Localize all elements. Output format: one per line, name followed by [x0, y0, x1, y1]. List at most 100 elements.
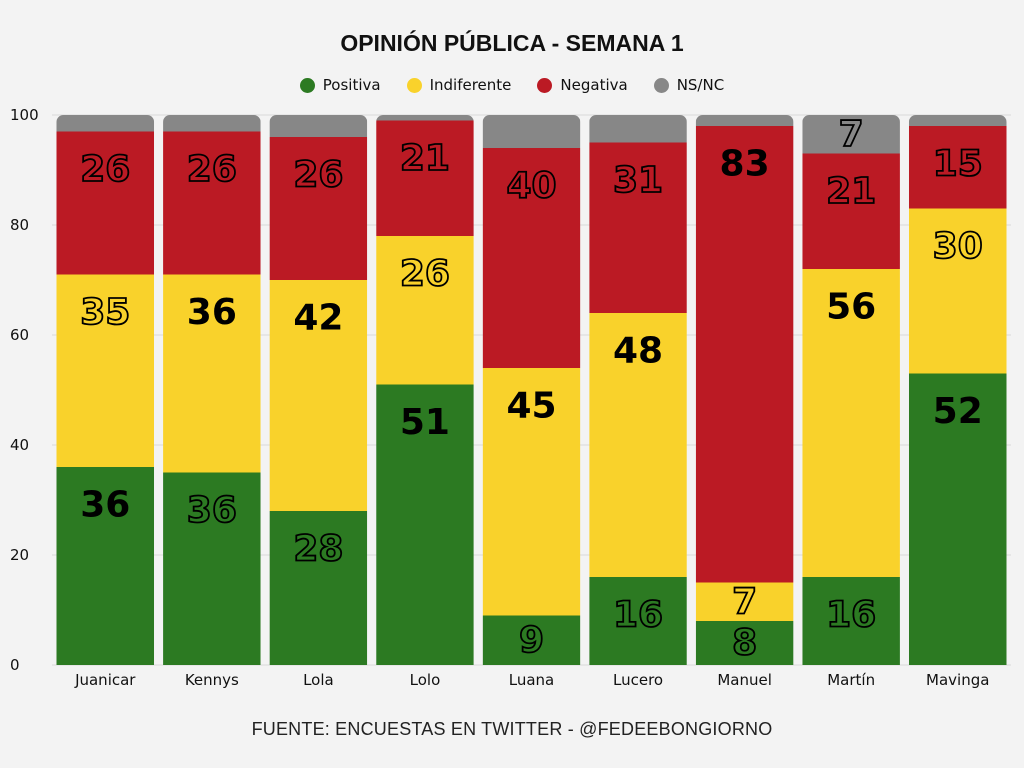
y-tick-label: 0 [10, 656, 20, 674]
x-category-label: Mavinga [926, 671, 989, 689]
bar-segment-negativa [56, 131, 155, 275]
data-label: 9 [519, 620, 544, 661]
bar-segment-positiva [802, 577, 900, 665]
data-label: 48 [613, 331, 663, 372]
x-category-label: Lola [303, 671, 334, 689]
x-category-label: Lucero [613, 671, 663, 689]
bar-segment-positiva [695, 621, 794, 665]
legend-label-indiferente: Indiferente [429, 76, 512, 94]
x-category-label: Juanicar [74, 671, 136, 689]
y-tick-label: 60 [10, 326, 29, 344]
x-category-label: Kennys [185, 671, 239, 689]
bar-stack [802, 115, 900, 665]
data-label: 16 [613, 595, 663, 636]
y-tick-label: 80 [10, 216, 29, 234]
x-category-label: Manuel [717, 671, 772, 689]
data-label: 26 [400, 254, 450, 295]
data-label: 21 [400, 138, 450, 179]
bar-segment-positiva [376, 384, 474, 665]
data-label: 42 [293, 298, 343, 339]
data-label: 30 [933, 226, 983, 267]
bar-stack [163, 115, 261, 665]
data-label: 26 [80, 149, 130, 190]
legend-label-negativa: Negativa [560, 76, 628, 94]
stacked-bar-chart: 0 20 40 60 80 100 36 35 26 Juanicar 36 36 26 Kennys 28… [10, 106, 1011, 689]
bar-segment-nsnc [589, 115, 687, 143]
source-note: FUENTE: ENCUESTAS EN TWITTER - @FEDEEBON… [251, 719, 773, 739]
y-tick-label: 40 [10, 436, 29, 454]
data-label: 52 [933, 391, 983, 432]
bar-segment-nsnc [802, 115, 900, 154]
legend-swatch-nsnc [653, 77, 669, 93]
bar-segment-indiferente [695, 582, 794, 621]
data-label: 40 [506, 166, 556, 207]
bar-stack [376, 115, 474, 665]
bar-segment-negativa [802, 153, 900, 269]
data-label: 15 [933, 144, 983, 185]
data-label: 16 [826, 595, 876, 636]
x-category-label: Lolo [410, 671, 441, 689]
data-label: 26 [187, 149, 237, 190]
data-label: 36 [80, 485, 130, 526]
data-label: 36 [187, 292, 237, 333]
data-label: 28 [293, 529, 343, 570]
data-label: 56 [826, 287, 876, 328]
bar-segment-positiva [163, 472, 261, 665]
bar-segment-negativa [695, 126, 794, 583]
bar-segment-negativa [589, 142, 687, 313]
data-label: 7 [839, 114, 864, 155]
bar-segment-negativa [376, 120, 474, 236]
bar-segment-positiva [56, 467, 155, 665]
bar-segment-negativa [908, 126, 1007, 209]
legend-item-negativa: Negativa [537, 76, 628, 94]
data-label: 31 [613, 160, 663, 201]
y-tick-label: 20 [10, 546, 29, 564]
bar-segment-negativa [482, 148, 581, 368]
data-label: 36 [187, 490, 237, 531]
bar-segment-positiva [269, 511, 368, 665]
bar-stack [482, 115, 581, 665]
bar-segment-nsnc [482, 115, 581, 148]
bar-segment-nsnc [376, 115, 474, 121]
data-label: 7 [732, 581, 757, 622]
bar-segment-indiferente [269, 280, 368, 511]
bar-segment-negativa [163, 131, 261, 275]
bar-segment-indiferente [589, 313, 687, 577]
bar-segment-nsnc [56, 115, 155, 132]
legend-label-nsnc: NS/NC [676, 76, 725, 94]
legend-item-nsnc: NS/NC [653, 76, 725, 94]
bar-stack [695, 115, 794, 665]
bar-segment-nsnc [163, 115, 261, 132]
bar-segment-nsnc [908, 115, 1007, 126]
bar-segment-positiva [482, 615, 581, 665]
data-label: 83 [720, 144, 770, 185]
legend-item-indiferente: Indiferente [406, 76, 512, 94]
legend: Positiva Indiferente Negativa NS/NC [0, 76, 1024, 94]
bar-segment-positiva [589, 577, 687, 665]
data-label: 51 [400, 402, 450, 443]
bar-stack [269, 115, 368, 665]
x-category-label: Martín [827, 671, 875, 689]
legend-item-positiva: Positiva [299, 76, 381, 94]
data-label: 35 [80, 292, 130, 333]
bar-segment-indiferente [482, 368, 581, 616]
data-label: 21 [826, 171, 876, 212]
bar-stack [56, 115, 155, 665]
bar-segment-positiva [908, 373, 1007, 665]
bar-stack [908, 115, 1007, 665]
bar-segment-indiferente [802, 269, 900, 577]
data-label: 8 [732, 623, 757, 664]
bar-segment-nsnc [269, 115, 368, 137]
bar-segment-indiferente [56, 274, 155, 467]
data-label: 26 [293, 155, 343, 196]
legend-label-positiva: Positiva [322, 76, 381, 94]
bar-segment-indiferente [376, 236, 474, 385]
chart-title: OPINIÓN PÚBLICA - SEMANA 1 [340, 30, 684, 56]
bar-stack [589, 115, 687, 665]
bar-segment-negativa [269, 137, 368, 280]
data-label: 45 [506, 386, 556, 427]
x-category-label: Luana [509, 671, 555, 689]
legend-swatch-positiva [299, 77, 315, 93]
bar-segment-indiferente [163, 274, 261, 473]
legend-swatch-indiferente [406, 77, 422, 93]
